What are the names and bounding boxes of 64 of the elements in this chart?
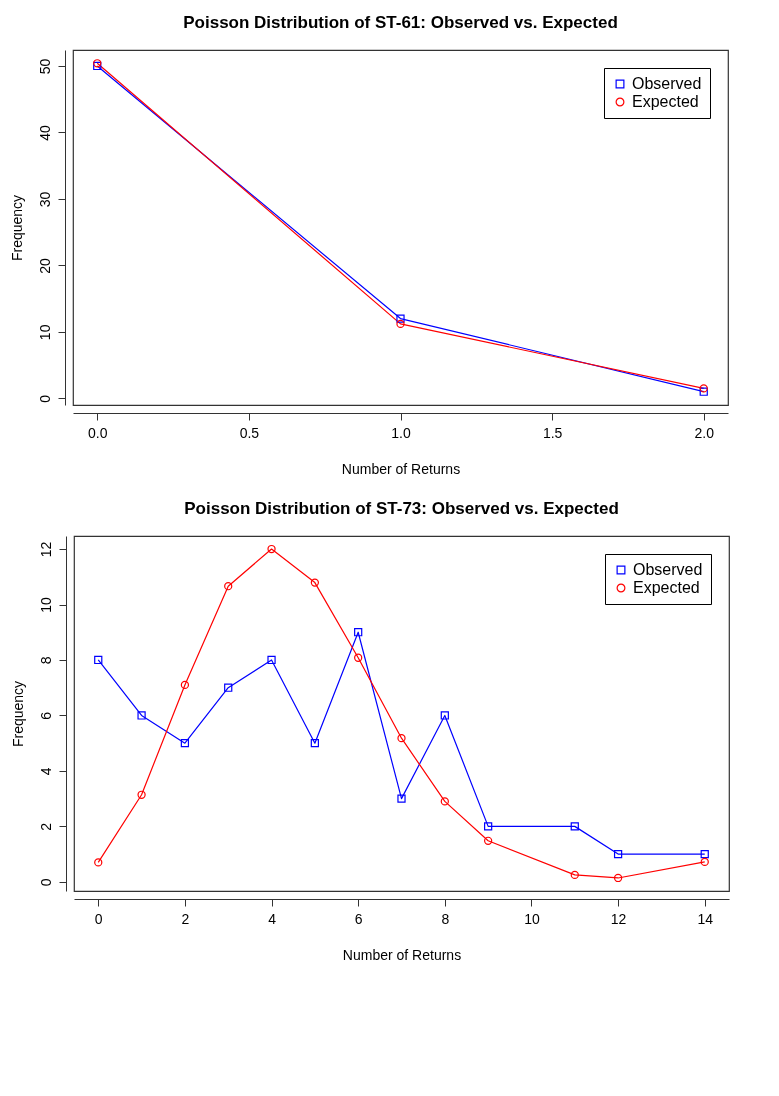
x-tick-label: 1.5	[542, 424, 563, 441]
point	[354, 628, 363, 637]
x-axis-title: Number of Returns	[341, 460, 461, 477]
x-tick-label: 8	[441, 910, 450, 927]
point	[700, 857, 709, 867]
point	[224, 683, 233, 692]
point	[613, 873, 623, 883]
point	[310, 739, 319, 748]
y-axis-title: Frequency	[8, 194, 25, 262]
y-tick-label: 12	[37, 541, 54, 558]
x-tick-label: 2.0	[694, 424, 715, 441]
legend-label: Expected	[632, 93, 699, 110]
point	[570, 822, 579, 831]
point	[440, 797, 449, 806]
legend-label: Observed	[633, 561, 703, 578]
x-tick-label: 0.5	[239, 424, 260, 441]
y-axis-title: Frequency	[9, 680, 26, 748]
point	[397, 734, 406, 743]
point	[484, 836, 493, 845]
y-tick-label: 6	[37, 711, 54, 720]
x-tick-label: 10	[524, 910, 540, 927]
x-tick-label: 2	[181, 910, 190, 927]
point	[440, 711, 449, 720]
point	[224, 582, 233, 591]
y-tick-label: 10	[36, 324, 53, 341]
x-tick-label: 12	[610, 910, 627, 927]
point	[700, 849, 709, 859]
y-tick-label: 20	[36, 257, 53, 274]
y-tick-label: 10	[37, 597, 54, 613]
point	[570, 870, 579, 880]
point	[397, 794, 406, 803]
chart-title: Poisson Distribution of ST-73: Observed vs. Expected	[184, 499, 619, 518]
point	[396, 314, 405, 323]
point	[354, 653, 363, 662]
y-tick-label: 0	[36, 394, 53, 403]
y-tick-label: 50	[36, 58, 53, 75]
x-tick-label: 14	[697, 910, 714, 927]
point	[310, 578, 319, 587]
point	[613, 849, 623, 859]
point	[137, 790, 146, 799]
point	[484, 822, 493, 831]
x-tick-label: 0.0	[88, 424, 108, 441]
y-tick-label: 30	[36, 191, 53, 208]
y-tick-label: 2	[37, 822, 54, 831]
legend-label: Expected	[633, 579, 700, 596]
point	[94, 655, 103, 665]
point	[180, 739, 190, 748]
legend-label: Observed	[632, 75, 702, 92]
x-tick-label: 6	[354, 910, 363, 927]
chart-title: Poisson Distribution of ST-61: Observed vs. Expected	[183, 13, 618, 32]
y-tick-label: 40	[36, 124, 53, 141]
point	[396, 319, 405, 329]
y-tick-label: 0	[37, 878, 54, 887]
point	[94, 858, 103, 867]
x-tick-label: 4	[268, 910, 277, 927]
point	[267, 544, 276, 554]
point	[267, 655, 276, 665]
point	[180, 680, 190, 690]
point	[137, 711, 146, 720]
y-tick-label: 8	[37, 656, 54, 665]
x-axis-title: Number of Returns	[342, 946, 462, 963]
y-tick-label: 4	[37, 767, 54, 776]
x-tick-label: 0	[94, 910, 103, 927]
x-tick-label: 1.0	[391, 424, 411, 441]
